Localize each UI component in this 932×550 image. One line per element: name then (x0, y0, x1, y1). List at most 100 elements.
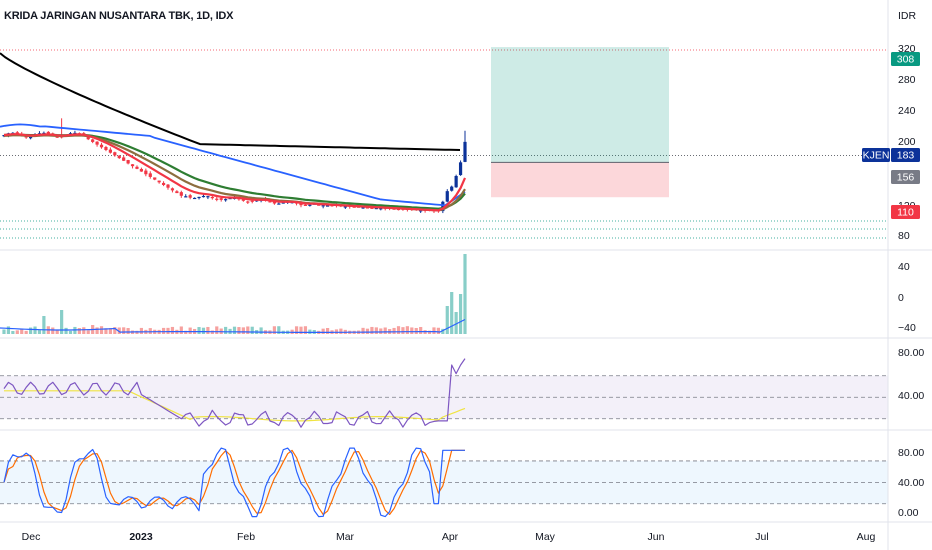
last-price-label-bg (891, 148, 920, 162)
volume-bar (277, 326, 281, 334)
volume-bar (122, 327, 126, 334)
candle-body (166, 184, 170, 188)
volume-bar (299, 326, 303, 334)
candle-body (122, 157, 126, 161)
stoch-tick-label: 80.00 (898, 447, 924, 459)
volume-bar (334, 329, 339, 334)
volume-bar (241, 327, 245, 334)
candle-body (454, 175, 458, 188)
candle-body (148, 173, 152, 177)
x-tick-label: 2023 (129, 531, 153, 543)
volume-bar (51, 327, 55, 334)
volume-bar (179, 326, 183, 334)
candle-body (241, 199, 245, 201)
candle-body (188, 195, 192, 198)
candle-body (184, 196, 188, 198)
volume-bar (24, 330, 28, 334)
stoch-tick-label: 40.00 (898, 477, 924, 489)
candle-body (135, 166, 139, 169)
ma200-line (0, 52, 461, 151)
candle-body (268, 201, 272, 203)
last-price-label: 183 (897, 150, 915, 162)
candle-body (130, 164, 135, 167)
candle-body (281, 202, 285, 204)
x-tick-label: Apr (442, 531, 459, 543)
volume-bar (432, 327, 436, 334)
candle-body (379, 208, 383, 210)
volume-bar (55, 330, 59, 334)
position-profit-zone (491, 47, 669, 163)
candle-body (303, 204, 308, 206)
candle-body (272, 201, 276, 204)
candle-body (308, 204, 312, 206)
candle-body (458, 162, 463, 176)
volume-bar (383, 327, 387, 334)
candle-body (396, 208, 401, 211)
x-tick-label: Dec (22, 531, 41, 543)
volume-bar (365, 328, 370, 334)
volume-bar (339, 328, 343, 334)
volume-bar (104, 328, 108, 334)
volume-bar (184, 330, 188, 334)
entry-price-label: 156 (897, 172, 915, 184)
rsi-tick-label: 80.00 (898, 347, 924, 359)
candle-body (321, 205, 325, 207)
currency-label: IDR (898, 10, 917, 22)
volume-ma-line (0, 318, 466, 333)
candle-body (361, 207, 365, 209)
volume-bar (60, 310, 64, 334)
volume-bar (272, 326, 276, 334)
candle-body (108, 149, 112, 153)
volume-bar (458, 294, 463, 334)
volume-bar (206, 326, 210, 334)
candle-body (126, 160, 130, 164)
x-tick-label: May (535, 531, 556, 543)
volume-bar (139, 327, 144, 334)
candle-body (55, 136, 59, 138)
volume-bar (161, 327, 166, 334)
entry-price-label-bg (891, 170, 920, 184)
volume-bar (410, 327, 414, 334)
stop-price-label: 110 (897, 207, 914, 219)
candle-body (46, 131, 50, 135)
x-tick-label: Mar (336, 531, 355, 543)
volume-bar (33, 326, 37, 334)
volume-bar (224, 326, 228, 334)
candle-body (95, 141, 99, 145)
candle-body (228, 198, 232, 200)
candle-body (113, 152, 117, 156)
stoch-tick-label: 0.00 (898, 507, 919, 519)
candle-body (206, 196, 210, 198)
volume-bar (321, 328, 325, 334)
volume-bar (303, 326, 308, 334)
candle-body (28, 136, 33, 139)
ma50-line (0, 123, 466, 207)
candle-body (445, 191, 449, 202)
candle-body (91, 139, 95, 142)
candle-body (104, 147, 108, 151)
volume-bar (259, 327, 263, 334)
candle-body (343, 206, 347, 208)
candle-body (419, 210, 423, 212)
candle-body (450, 186, 454, 191)
position-loss-zone (491, 162, 669, 198)
stop-price-label-bg (891, 205, 920, 219)
volume-bar (374, 327, 378, 334)
candle-body (463, 141, 467, 162)
volume-bar (126, 328, 130, 334)
candle-body (219, 198, 223, 200)
volume-bar (28, 327, 33, 334)
x-tick-label: Aug (857, 531, 876, 543)
volume-bar (250, 326, 254, 334)
candle-body (179, 192, 183, 196)
candle-body (250, 200, 254, 202)
ema-red-line (3, 133, 467, 212)
volume-bar (188, 327, 192, 334)
volume-bar (64, 327, 68, 334)
price-tick-label: 280 (898, 74, 916, 86)
volume-bar (68, 330, 73, 334)
volume-bar (427, 330, 432, 334)
rsi-line (3, 358, 466, 428)
volume-bar (463, 254, 467, 334)
